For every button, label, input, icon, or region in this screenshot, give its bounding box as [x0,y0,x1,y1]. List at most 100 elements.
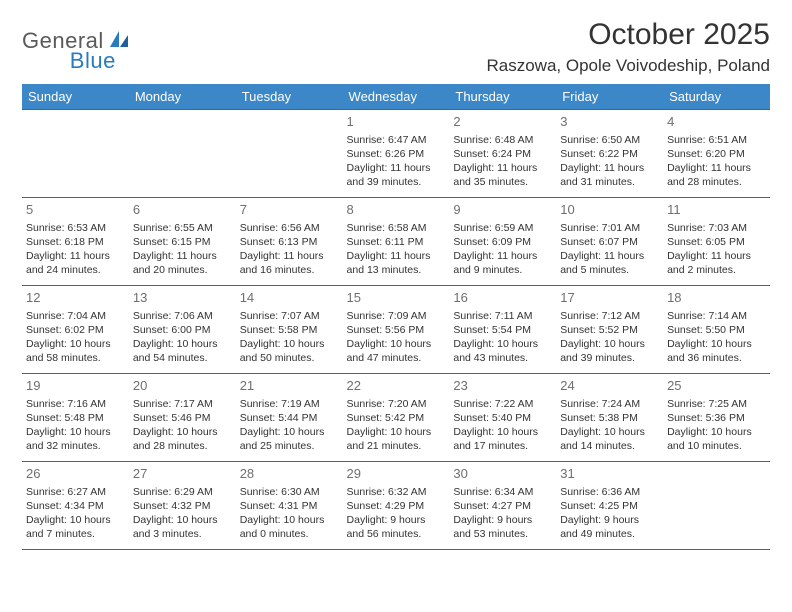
daylight1-text: Daylight: 10 hours [560,425,659,439]
day-number: 28 [240,465,339,483]
sunrise-text: Sunrise: 6:53 AM [26,221,125,235]
daylight1-text: Daylight: 10 hours [26,337,125,351]
daylight2-text: and 47 minutes. [347,351,446,365]
sunrise-text: Sunrise: 7:24 AM [560,397,659,411]
calendar-day-cell: 11Sunrise: 7:03 AMSunset: 6:05 PMDayligh… [663,198,770,286]
sunrise-text: Sunrise: 6:32 AM [347,485,446,499]
calendar-day-cell: 6Sunrise: 6:55 AMSunset: 6:15 PMDaylight… [129,198,236,286]
daylight1-text: Daylight: 10 hours [26,425,125,439]
calendar-day-cell: 16Sunrise: 7:11 AMSunset: 5:54 PMDayligh… [449,286,556,374]
daylight1-text: Daylight: 10 hours [240,425,339,439]
day-number: 20 [133,377,232,395]
calendar-week-row: 1Sunrise: 6:47 AMSunset: 6:26 PMDaylight… [22,110,770,198]
calendar-day-cell: 30Sunrise: 6:34 AMSunset: 4:27 PMDayligh… [449,462,556,550]
calendar-week-row: 5Sunrise: 6:53 AMSunset: 6:18 PMDaylight… [22,198,770,286]
calendar-day-cell: 14Sunrise: 7:07 AMSunset: 5:58 PMDayligh… [236,286,343,374]
daylight2-text: and 3 minutes. [133,527,232,541]
daylight1-text: Daylight: 10 hours [667,425,766,439]
daylight2-text: and 28 minutes. [133,439,232,453]
day-number: 7 [240,201,339,219]
sunset-text: Sunset: 5:42 PM [347,411,446,425]
sunrise-text: Sunrise: 7:06 AM [133,309,232,323]
calendar-day-cell: 1Sunrise: 6:47 AMSunset: 6:26 PMDaylight… [343,110,450,198]
month-title: October 2025 [486,18,770,52]
day-number: 16 [453,289,552,307]
day-header: Saturday [663,84,770,110]
daylight2-text: and 17 minutes. [453,439,552,453]
daylight2-text: and 50 minutes. [240,351,339,365]
daylight1-text: Daylight: 10 hours [560,337,659,351]
day-number: 1 [347,113,446,131]
day-number: 9 [453,201,552,219]
daylight1-text: Daylight: 10 hours [240,513,339,527]
calendar-day-cell: 15Sunrise: 7:09 AMSunset: 5:56 PMDayligh… [343,286,450,374]
calendar-day-cell: 7Sunrise: 6:56 AMSunset: 6:13 PMDaylight… [236,198,343,286]
sunset-text: Sunset: 6:22 PM [560,147,659,161]
calendar-day-cell: 26Sunrise: 6:27 AMSunset: 4:34 PMDayligh… [22,462,129,550]
logo: General Blue [22,28,178,54]
daylight1-text: Daylight: 11 hours [560,249,659,263]
day-number: 6 [133,201,232,219]
calendar-day-cell: 5Sunrise: 6:53 AMSunset: 6:18 PMDaylight… [22,198,129,286]
sunrise-text: Sunrise: 6:36 AM [560,485,659,499]
sunrise-text: Sunrise: 6:47 AM [347,133,446,147]
sunset-text: Sunset: 6:11 PM [347,235,446,249]
daylight2-text: and 49 minutes. [560,527,659,541]
sunset-text: Sunset: 6:20 PM [667,147,766,161]
sunset-text: Sunset: 4:25 PM [560,499,659,513]
calendar-day-cell: 29Sunrise: 6:32 AMSunset: 4:29 PMDayligh… [343,462,450,550]
logo-text-blue: Blue [70,48,116,74]
day-number: 17 [560,289,659,307]
daylight1-text: Daylight: 11 hours [26,249,125,263]
daylight2-text: and 7 minutes. [26,527,125,541]
calendar-day-cell: 24Sunrise: 7:24 AMSunset: 5:38 PMDayligh… [556,374,663,462]
sunrise-text: Sunrise: 7:01 AM [560,221,659,235]
sunrise-text: Sunrise: 6:34 AM [453,485,552,499]
daylight2-text: and 39 minutes. [560,351,659,365]
sunset-text: Sunset: 6:18 PM [26,235,125,249]
daylight2-text: and 35 minutes. [453,175,552,189]
title-block: October 2025 Raszowa, Opole Voivodeship,… [486,18,770,76]
daylight1-text: Daylight: 11 hours [240,249,339,263]
day-number: 3 [560,113,659,131]
daylight1-text: Daylight: 9 hours [560,513,659,527]
calendar-day-cell: 4Sunrise: 6:51 AMSunset: 6:20 PMDaylight… [663,110,770,198]
day-number: 23 [453,377,552,395]
day-header: Friday [556,84,663,110]
daylight1-text: Daylight: 11 hours [667,249,766,263]
day-number: 13 [133,289,232,307]
daylight2-text: and 54 minutes. [133,351,232,365]
daylight1-text: Daylight: 10 hours [347,337,446,351]
sunrise-text: Sunrise: 7:07 AM [240,309,339,323]
sunrise-text: Sunrise: 6:30 AM [240,485,339,499]
daylight2-text: and 9 minutes. [453,263,552,277]
calendar-day-cell: 23Sunrise: 7:22 AMSunset: 5:40 PMDayligh… [449,374,556,462]
sunrise-text: Sunrise: 6:27 AM [26,485,125,499]
daylight1-text: Daylight: 9 hours [347,513,446,527]
location-text: Raszowa, Opole Voivodeship, Poland [486,56,770,76]
daylight1-text: Daylight: 10 hours [133,425,232,439]
sunrise-text: Sunrise: 7:16 AM [26,397,125,411]
calendar-day-cell [663,462,770,550]
daylight2-text: and 0 minutes. [240,527,339,541]
calendar-day-cell: 3Sunrise: 6:50 AMSunset: 6:22 PMDaylight… [556,110,663,198]
calendar-day-cell: 31Sunrise: 6:36 AMSunset: 4:25 PMDayligh… [556,462,663,550]
sunset-text: Sunset: 5:38 PM [560,411,659,425]
day-header: Sunday [22,84,129,110]
day-header: Tuesday [236,84,343,110]
daylight2-text: and 43 minutes. [453,351,552,365]
day-number: 22 [347,377,446,395]
calendar-week-row: 12Sunrise: 7:04 AMSunset: 6:02 PMDayligh… [22,286,770,374]
sunset-text: Sunset: 4:32 PM [133,499,232,513]
sunrise-text: Sunrise: 7:03 AM [667,221,766,235]
calendar-week-row: 26Sunrise: 6:27 AMSunset: 4:34 PMDayligh… [22,462,770,550]
daylight2-text: and 53 minutes. [453,527,552,541]
daylight1-text: Daylight: 11 hours [347,161,446,175]
day-number: 12 [26,289,125,307]
calendar-day-cell: 20Sunrise: 7:17 AMSunset: 5:46 PMDayligh… [129,374,236,462]
sunrise-text: Sunrise: 7:11 AM [453,309,552,323]
calendar-day-cell: 28Sunrise: 6:30 AMSunset: 4:31 PMDayligh… [236,462,343,550]
sunset-text: Sunset: 5:52 PM [560,323,659,337]
daylight1-text: Daylight: 11 hours [560,161,659,175]
sunset-text: Sunset: 5:54 PM [453,323,552,337]
